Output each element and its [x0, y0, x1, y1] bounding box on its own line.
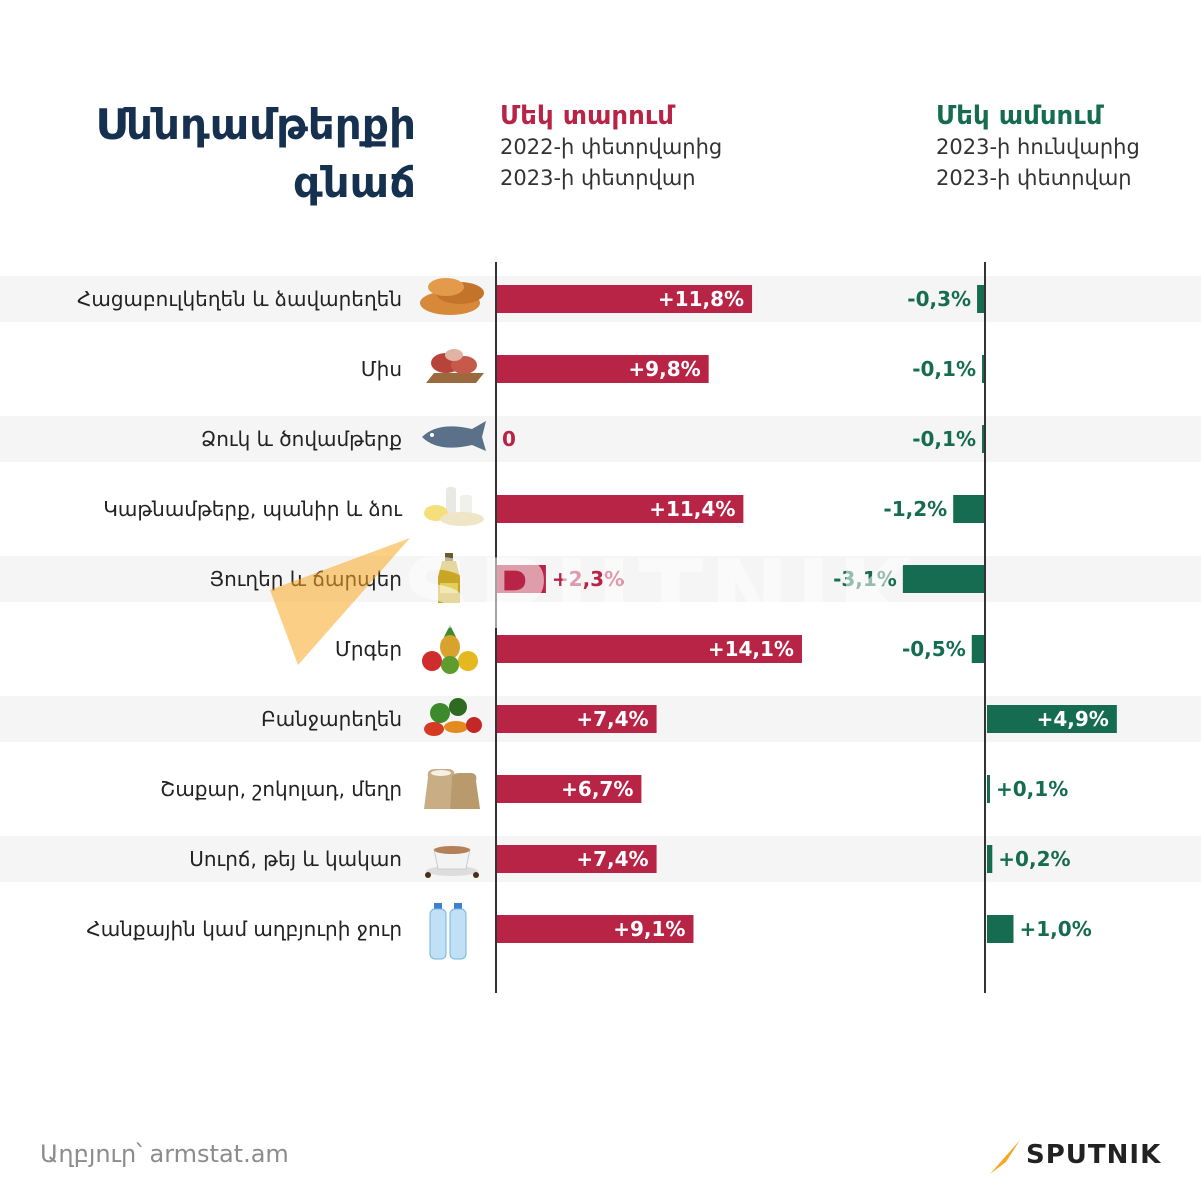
- month-bar: [953, 495, 985, 523]
- oil-icon: [438, 553, 460, 603]
- month-bar: [987, 775, 990, 803]
- year-bar: [496, 705, 657, 733]
- page-title: Սննդամթերքի գնաճ: [40, 96, 416, 212]
- sputnik-mark-icon: [990, 1140, 1020, 1174]
- category-label: Բանջարեղեն: [261, 707, 402, 731]
- watermark-mark-icon: [270, 538, 410, 665]
- coffee-cup-icon: [425, 846, 479, 878]
- title-line-2: գնաճ: [293, 158, 416, 207]
- month-value-label: -0,5%: [902, 637, 966, 661]
- year-bar: [496, 495, 744, 523]
- year-column-header: Մեկ տարում 2022-ի փետրվարից 2023-ի փետրվ…: [500, 100, 722, 194]
- category-label: Ձուկ և ծովամթերք: [201, 427, 402, 451]
- year-header-label: Մեկ տարում: [500, 101, 674, 131]
- year-bar: [496, 775, 642, 803]
- month-value-label: +0,1%: [996, 777, 1068, 801]
- year-value-label: +11,4%: [649, 497, 735, 521]
- category-label: Շաքար, շոկոլադ, մեղր: [160, 777, 402, 801]
- year-value-label: +7,4%: [576, 847, 648, 871]
- watermark-text: SPUTNIK: [402, 539, 917, 651]
- sugar-sack-icon: [424, 769, 480, 809]
- month-bar: [982, 425, 985, 453]
- month-bar: [902, 565, 985, 593]
- month-bar: [982, 355, 985, 383]
- month-bar: [977, 285, 985, 313]
- year-value-label: 0: [502, 427, 516, 451]
- month-header-sub2: 2023-ի փետրվար: [936, 166, 1132, 190]
- month-value-label: -0,3%: [907, 287, 971, 311]
- month-value-label: -3,1%: [833, 567, 897, 591]
- month-bar: [971, 635, 985, 663]
- year-bar: [496, 285, 753, 313]
- brand-logo: SPUTNIK: [986, 1134, 1166, 1178]
- brand-text: SPUTNIK: [1026, 1140, 1162, 1170]
- year-value-label: +9,1%: [613, 917, 685, 941]
- year-bar: [496, 355, 709, 383]
- fish-icon: [422, 421, 486, 451]
- month-bar: [987, 845, 993, 873]
- year-header-sub2: 2023-ի փետրվար: [500, 166, 696, 190]
- year-bar: [496, 915, 694, 943]
- month-bar: [987, 705, 1117, 733]
- year-bar: [496, 565, 546, 593]
- source-note: Աղբյուր՝ armstat.am: [40, 1140, 289, 1168]
- year-bar: [496, 635, 802, 663]
- row-stripe: [0, 416, 1201, 462]
- year-header-sub1: 2022-ի փետրվարից: [500, 135, 723, 159]
- category-label: Մրգեր: [335, 637, 402, 661]
- bread-icon: [420, 278, 484, 315]
- category-label: Կաթնամթերք, պանիր և ձու: [103, 497, 402, 521]
- water-bottle-icon: [429, 903, 467, 960]
- year-value-label: +9,8%: [628, 357, 700, 381]
- dairy-icon: [424, 487, 484, 526]
- month-value-label: -1,2%: [883, 497, 947, 521]
- month-column-header: Մեկ ամսում 2023-ի հունվարից 2023-ի փետրվ…: [936, 100, 1140, 194]
- title-line-1: Սննդամթերքի: [95, 100, 416, 149]
- meat-icon: [426, 349, 484, 383]
- month-value-label: -0,1%: [912, 427, 976, 451]
- year-value-label: +6,7%: [561, 777, 633, 801]
- category-label: Հանքային կամ աղբյուրի ջուր: [86, 917, 402, 941]
- month-value-label: +1,0%: [1020, 917, 1092, 941]
- month-value-label: -0,1%: [912, 357, 976, 381]
- year-value-label: +2,3%: [552, 567, 624, 591]
- fruit-icon: [422, 625, 478, 674]
- year-value-label: +11,8%: [658, 287, 744, 311]
- month-value-label: +4,9%: [1037, 707, 1109, 731]
- month-header-label: Մեկ ամսում: [936, 101, 1103, 131]
- year-value-label: +7,4%: [576, 707, 648, 731]
- category-label: Միս: [361, 357, 402, 381]
- month-header-sub1: 2023-ի հունվարից: [936, 135, 1140, 159]
- month-value-label: +0,2%: [998, 847, 1070, 871]
- row-stripe: [0, 556, 1201, 602]
- category-label: Սուրճ, թեյ և կակաո: [189, 847, 402, 871]
- month-bar: [987, 915, 1014, 943]
- year-value-label: +14,1%: [708, 637, 794, 661]
- year-bar: [496, 845, 657, 873]
- category-label: Հացաբուլկեղեն և ձավարեղեն: [77, 287, 402, 311]
- vegetable-icon: [424, 698, 482, 736]
